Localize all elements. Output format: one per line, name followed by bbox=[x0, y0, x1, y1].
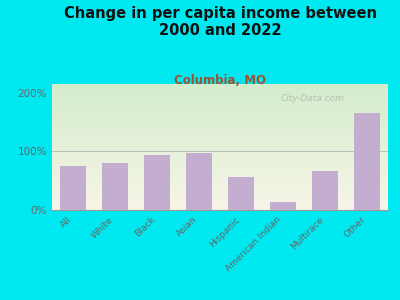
Text: Change in per capita income between
2000 and 2022: Change in per capita income between 2000… bbox=[64, 6, 376, 38]
Bar bbox=[102, 163, 128, 210]
Bar bbox=[60, 166, 86, 210]
Bar bbox=[270, 202, 296, 210]
Bar bbox=[186, 153, 212, 210]
Text: Columbia, MO: Columbia, MO bbox=[174, 74, 266, 86]
Bar bbox=[312, 171, 338, 210]
Bar bbox=[354, 113, 380, 210]
Bar bbox=[144, 155, 170, 210]
Bar bbox=[228, 177, 254, 210]
Text: City-Data.com: City-Data.com bbox=[280, 94, 344, 103]
